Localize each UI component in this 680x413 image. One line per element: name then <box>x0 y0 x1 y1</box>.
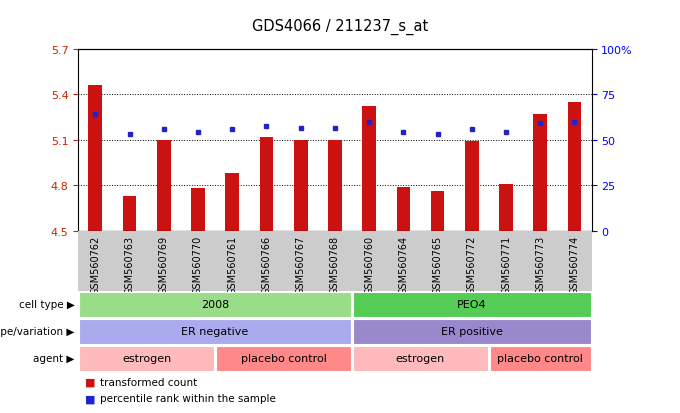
Text: estrogen: estrogen <box>396 353 445 363</box>
Bar <box>568 102 581 231</box>
Bar <box>353 319 591 344</box>
Text: genotype/variation ▶: genotype/variation ▶ <box>0 326 75 337</box>
Text: ER negative: ER negative <box>182 326 249 337</box>
Bar <box>362 107 376 231</box>
Bar <box>88 86 102 231</box>
Bar <box>79 319 352 344</box>
Bar <box>79 292 352 317</box>
Bar <box>430 192 445 231</box>
Bar <box>294 140 307 231</box>
Bar <box>533 115 547 231</box>
Text: placebo control: placebo control <box>241 353 326 363</box>
Text: percentile rank within the sample: percentile rank within the sample <box>100 394 276 404</box>
Text: estrogen: estrogen <box>122 353 171 363</box>
Bar <box>191 189 205 231</box>
Bar <box>225 174 239 231</box>
Bar <box>465 142 479 231</box>
Bar <box>79 346 214 370</box>
Bar <box>353 346 488 370</box>
Bar <box>499 184 513 231</box>
Bar <box>216 346 352 370</box>
Text: ■: ■ <box>85 394 95 404</box>
Bar <box>490 346 591 370</box>
Text: agent ▶: agent ▶ <box>33 353 75 363</box>
Text: cell type ▶: cell type ▶ <box>19 299 75 310</box>
Bar <box>396 188 410 231</box>
Bar <box>157 140 171 231</box>
Text: ER positive: ER positive <box>441 326 503 337</box>
Bar <box>122 197 137 231</box>
Bar <box>353 292 591 317</box>
Text: placebo control: placebo control <box>497 353 583 363</box>
Text: 2008: 2008 <box>201 299 229 310</box>
Text: PEO4: PEO4 <box>457 299 487 310</box>
Bar <box>328 140 342 231</box>
Text: ■: ■ <box>85 377 95 387</box>
Text: transformed count: transformed count <box>100 377 197 387</box>
Bar <box>260 138 273 231</box>
Text: GDS4066 / 211237_s_at: GDS4066 / 211237_s_at <box>252 19 428 35</box>
